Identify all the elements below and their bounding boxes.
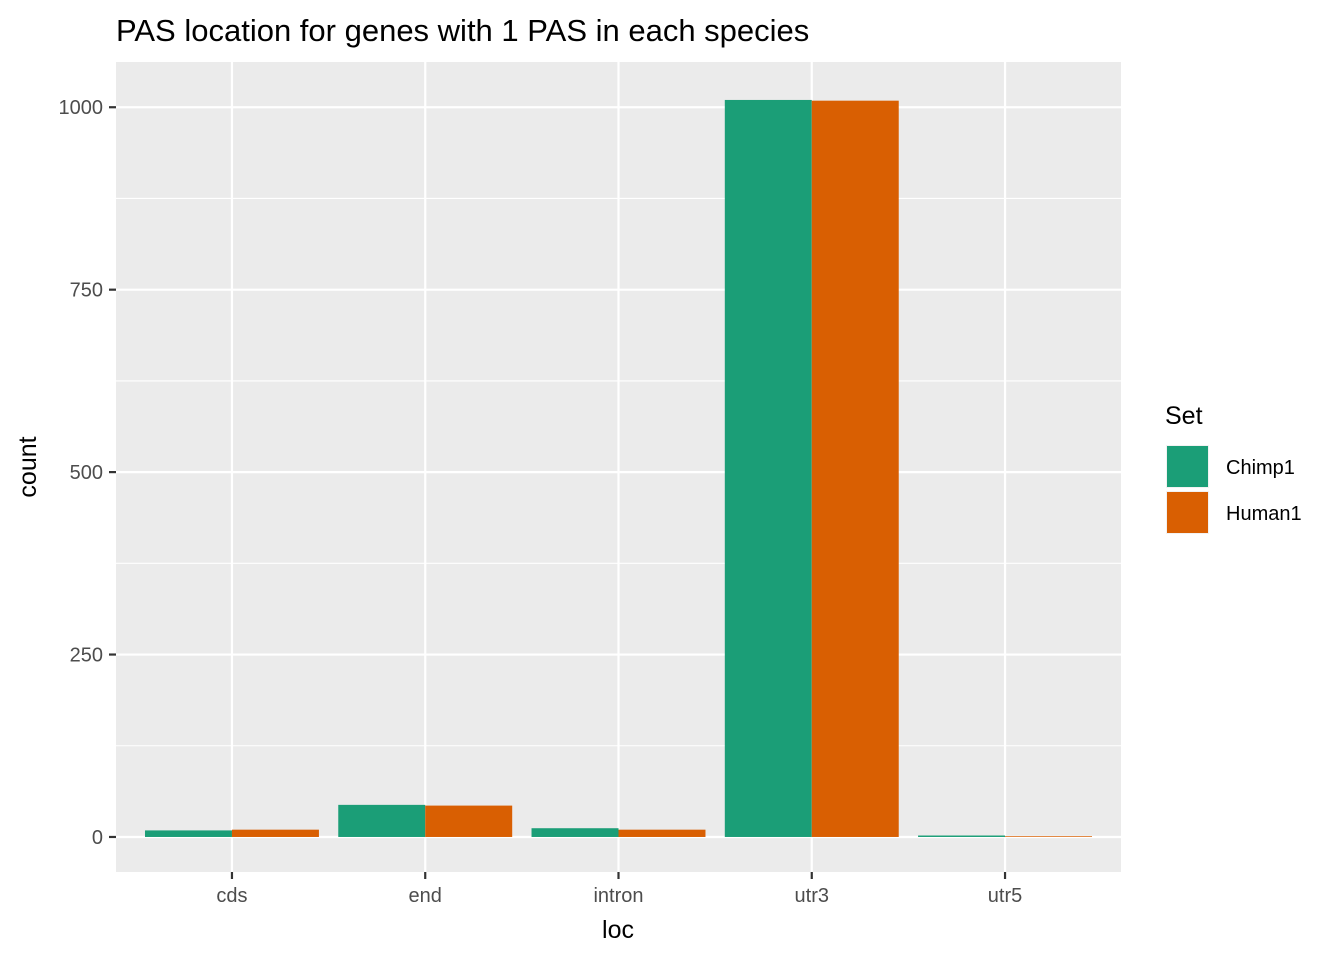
- y-axis-title: count: [14, 436, 42, 497]
- y-axis: 0 250 500 750 1000: [59, 97, 116, 849]
- legend-title: Set: [1165, 402, 1203, 430]
- bar-chimp1-cds: [144, 830, 232, 837]
- x-axis-title: loc: [602, 916, 634, 944]
- x-tick-label: utr3: [795, 885, 829, 907]
- bar-human1-intron: [618, 829, 706, 837]
- bar-human1-utr3: [811, 100, 899, 837]
- bar-chimp1-utr3: [724, 99, 812, 837]
- bar-human1-end: [425, 805, 513, 837]
- legend: Set Chimp1 Human1: [1165, 402, 1302, 534]
- major-gridlines: [116, 62, 1121, 872]
- legend-label-human1: Human1: [1226, 503, 1302, 525]
- bar-chimp1-utr5: [918, 835, 1006, 837]
- x-tick-label: utr5: [988, 885, 1022, 907]
- y-tick-label: 750: [70, 280, 103, 302]
- bars: [144, 99, 1093, 837]
- legend-swatch-human1: [1167, 492, 1208, 533]
- y-tick-label: 1000: [59, 97, 104, 119]
- y-tick-label: 500: [70, 462, 103, 484]
- legend-label-chimp1: Chimp1: [1226, 457, 1295, 479]
- x-axis: cds end intron utr3 utr5: [216, 872, 1022, 907]
- bar-chimp1-intron: [531, 828, 619, 837]
- chart-title: PAS location for genes with 1 PAS in eac…: [116, 13, 809, 48]
- bar-human1-cds: [231, 829, 319, 837]
- y-tick-label: 0: [92, 827, 103, 849]
- bar-human1-utr5: [1005, 836, 1093, 837]
- y-tick-label: 250: [70, 645, 103, 667]
- x-tick-label: cds: [216, 885, 247, 907]
- x-tick-label: end: [409, 885, 442, 907]
- x-tick-label: intron: [593, 885, 643, 907]
- bar-chimp1-end: [338, 804, 426, 837]
- legend-swatch-chimp1: [1167, 446, 1208, 487]
